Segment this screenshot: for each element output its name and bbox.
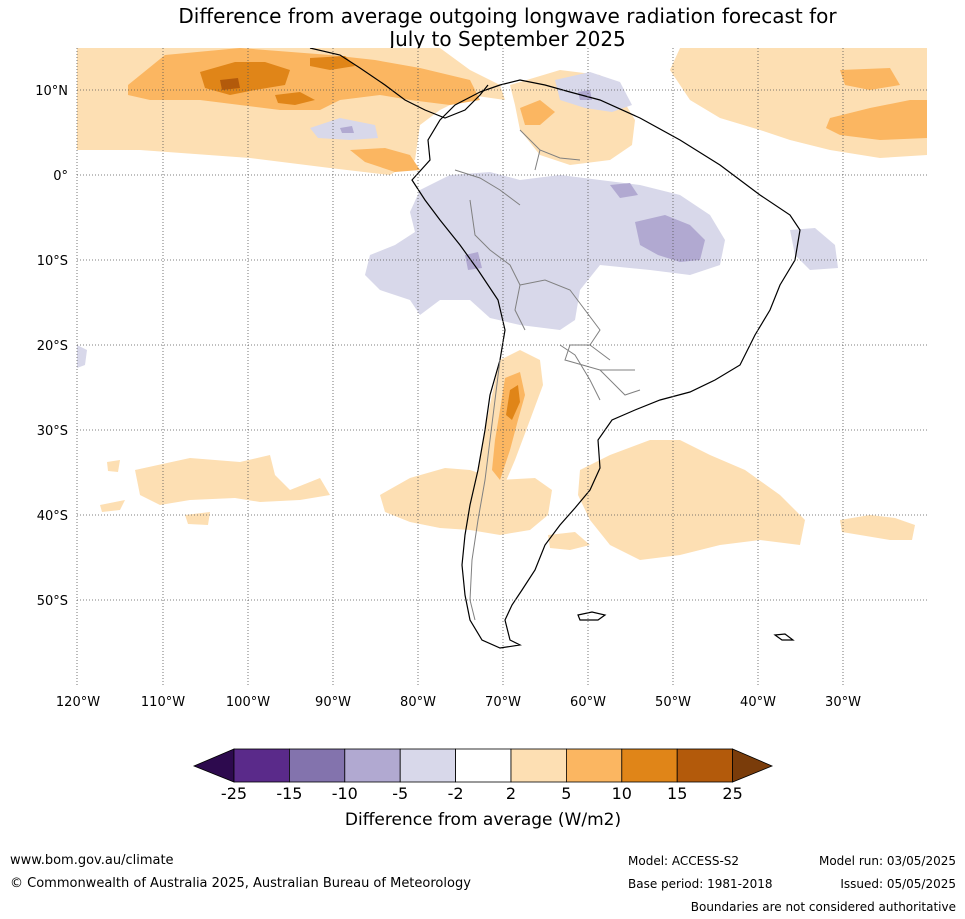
anomaly-venezuela-light (555, 72, 632, 112)
anomaly-north-atlantic-light (670, 48, 927, 158)
anomaly-far-west-light (77, 345, 87, 368)
colorbar-segment (344, 748, 401, 783)
anomaly-andes-strong (506, 385, 520, 420)
anomaly-north-pacific-mid-2 (350, 148, 420, 172)
colorbar-segment (233, 748, 290, 783)
colorbar-segment (455, 748, 512, 783)
colorbar-tick-label: 25 (722, 784, 742, 803)
lon-label: 60°W (570, 695, 606, 710)
lon-label: 120°W (56, 695, 100, 710)
anomaly-argentina-light (548, 532, 590, 550)
footer-disclaimer: Boundaries are not considered authoritat… (690, 900, 956, 914)
title-line-2: July to September 2025 (389, 27, 626, 51)
anomaly-south-pacific-light-1 (135, 455, 330, 505)
footer-url[interactable]: www.bom.gov.au/climate (10, 853, 174, 868)
colorbar-tick-label: -10 (332, 784, 358, 803)
anomaly-north-pacific-strong-2 (275, 92, 315, 105)
lon-label: 50°W (655, 695, 691, 710)
lon-label: 70°W (485, 695, 521, 710)
lat-label: 40°S (37, 509, 68, 524)
border-lines (454, 129, 641, 621)
lat-label: 20°S (37, 339, 68, 354)
colorbar-tick-label: -25 (221, 784, 247, 803)
lat-label: 30°S (37, 424, 68, 439)
colorbar-segment (399, 748, 457, 783)
anomaly-north-atlantic-mid-1 (826, 100, 927, 140)
colorbar-tick-label: -5 (392, 784, 408, 803)
colorbar-label: Difference from average (W/m2) (345, 810, 621, 830)
anomaly-north-atlantic-mid-2 (840, 68, 900, 90)
coastline-south-america (411, 79, 801, 649)
lon-label: 90°W (315, 695, 351, 710)
colorbar-segment (676, 748, 734, 783)
anomaly-se-pacific-light (380, 468, 552, 535)
anomaly-ne-brazil-light (790, 228, 838, 270)
lat-label: 10°N (35, 84, 68, 99)
anomaly-north-pacific-xstrong (220, 78, 240, 90)
colorbar-tick-label: -15 (276, 784, 302, 803)
anomaly-amazon-mid-2 (610, 183, 638, 198)
lon-label: 80°W (400, 695, 436, 710)
colorbar-tick-label: -2 (448, 784, 464, 803)
anomaly-west-patch-light (107, 460, 120, 472)
lon-label: 110°W (141, 695, 185, 710)
anomaly-amazon-mid-1 (635, 215, 705, 262)
anomaly-amazon-light (365, 172, 725, 330)
colorbar-segment (510, 748, 567, 783)
lon-label: 30°W (825, 695, 861, 710)
lon-label: 100°W (226, 695, 270, 710)
anomaly-north-pacific-mid (128, 48, 480, 110)
anomaly-shading (77, 48, 927, 649)
colorbar-segment (288, 748, 346, 783)
lat-label: 50°S (37, 594, 68, 609)
longitude-labels: 120°W 110°W 100°W 90°W 80°W 70°W 60°W 50… (56, 695, 861, 710)
graticule (76, 48, 927, 685)
colorbar-tick-label: 15 (667, 784, 687, 803)
colorbar-tick-label: 10 (612, 784, 632, 803)
footer-model: Model: ACCESS-S2 (628, 854, 740, 868)
lon-label: 40°W (740, 695, 776, 710)
colorbar-tick-label: 2 (506, 784, 516, 803)
footer-model-run: Model run: 03/05/2025 (818, 854, 956, 868)
lat-label: 10°S (37, 254, 68, 269)
title-line-1: Difference from average outgoing longwav… (178, 4, 837, 28)
footer-copyright: © Commonwealth of Australia 2025, Austra… (10, 876, 471, 891)
anomaly-caribbean-mid (520, 100, 555, 125)
anomaly-south-pacific-light-2 (100, 500, 125, 512)
coastline-falklands (577, 611, 607, 621)
lat-label: 0° (53, 169, 68, 184)
colorbar-max-arrow (732, 748, 774, 783)
colorbar-segment (621, 748, 678, 783)
colorbar-ticks: -25 -15 -10 -5 -2 2 5 10 15 25 (221, 784, 743, 803)
anomaly-north-pacific-strong-3 (310, 56, 355, 70)
colorbar-segment (566, 748, 623, 783)
map-title: Difference from average outgoing longwav… (0, 5, 965, 51)
colorbar (192, 748, 774, 783)
coastline-south-georgia (773, 633, 795, 641)
footer-base-period: Base period: 1981-2018 (628, 877, 773, 891)
coastline-central-america (309, 48, 489, 119)
colorbar-min-arrow (192, 748, 235, 783)
footer-issued: Issued: 05/05/2025 (840, 877, 956, 891)
colorbar-tick-label: 5 (561, 784, 571, 803)
latitude-labels: 10°N 0° 10°S 20°S 30°S 40°S 50°S (35, 84, 68, 609)
anomaly-amazon-mid-3 (465, 252, 482, 270)
anomaly-east-atlantic-light (840, 515, 915, 540)
anomaly-south-atlantic-light (578, 440, 805, 560)
anomaly-pacific-mid-neg (340, 126, 354, 133)
anomaly-south-pacific-light-3 (185, 512, 210, 525)
